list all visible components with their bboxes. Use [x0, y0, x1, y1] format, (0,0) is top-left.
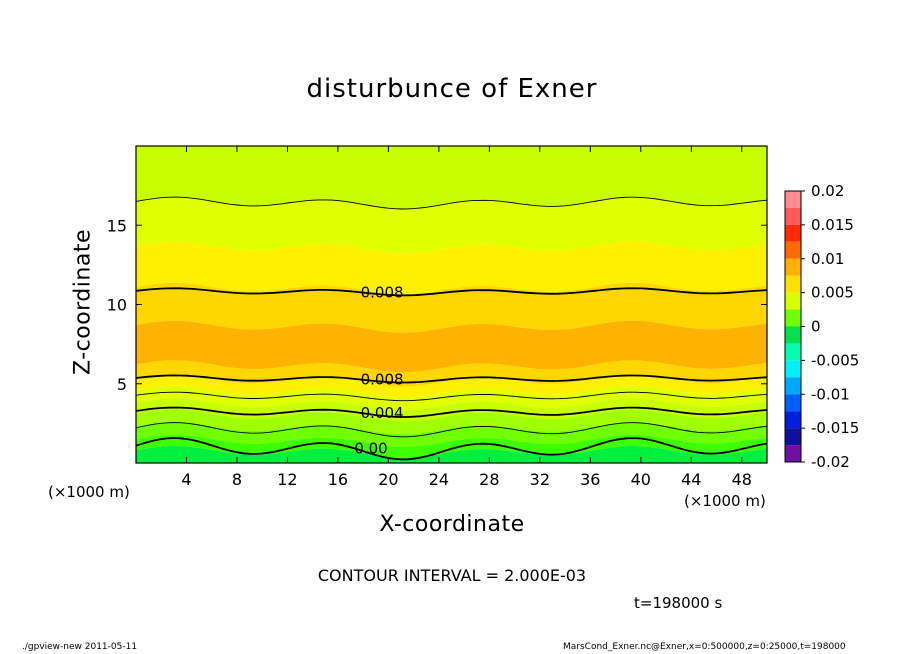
y-tick-label: 5: [117, 375, 127, 394]
colorbar-level-0: [785, 191, 801, 208]
colorbar-level-1: [785, 207, 801, 225]
contour-line-6: [136, 437, 767, 461]
x-tick-label: 12: [277, 470, 297, 489]
field-band-12: [136, 446, 767, 463]
x-axis-unit-left: (×1000 m): [48, 483, 130, 501]
colorbar-level-11: [785, 377, 801, 395]
x-tick-label: 8: [232, 470, 242, 489]
colorbar-level-9: [785, 343, 801, 361]
x-tick-label: 4: [181, 470, 191, 489]
x-tick-label: 36: [580, 470, 600, 489]
colorbar-level-5: [785, 275, 801, 293]
colorbar-level-14: [785, 428, 801, 446]
field-band-5: [136, 360, 767, 387]
contour-label-4: 0.004: [361, 404, 404, 422]
colorbar-level-2: [785, 224, 801, 242]
colorbar-tick-label: 0.015: [811, 216, 854, 234]
field-band-1: [136, 197, 767, 254]
colorbar-level-8: [785, 326, 801, 344]
time-label: t=198000 s: [634, 594, 723, 612]
contour-label-2: 0.008: [361, 371, 404, 389]
field-band-3: [136, 282, 767, 333]
chart-title: disturbunce of Exner: [306, 74, 598, 104]
contour-interval-label: CONTOUR INTERVAL = 2.000E-03: [317, 566, 587, 585]
x-tick-label: 16: [328, 470, 348, 489]
field-band-8: [136, 398, 767, 422]
contour-line-2: [136, 374, 767, 384]
contour-layer: 0.008 0.008 0.004 0.00: [136, 196, 767, 461]
footer-program-info: ./gpview-new 2011-05-11: [22, 642, 138, 652]
y-tick-label: 10: [107, 296, 127, 315]
field-band-7: [136, 385, 767, 411]
colorbar-level-12: [785, 394, 801, 412]
x-tick-label: 28: [479, 470, 499, 489]
colorbar-tick-label: 0.02: [811, 182, 844, 200]
x-tick-label: 44: [681, 470, 701, 489]
colorbar-tick-label: -0.005: [811, 351, 859, 369]
field-band-0: [136, 146, 767, 209]
colorbar-tick-label: 0.01: [811, 250, 844, 268]
x-tick-label: 24: [429, 470, 449, 489]
field-band-2: [136, 241, 767, 295]
field-band-9: [136, 409, 767, 434]
colorbar-tick-label: 0: [811, 318, 821, 336]
y-axis-label: Z-coordinate: [70, 229, 96, 375]
x-tick-label: 48: [732, 470, 752, 489]
field-band-4: [136, 320, 767, 373]
x-axis-label: X-coordinate: [379, 512, 525, 537]
contour-line-3: [136, 391, 767, 402]
field-band-6: [136, 374, 767, 398]
colorbar-tick-label: -0.02: [811, 453, 850, 471]
colorbar: 0.02 0.015 0.01 0.005 0 -0.005 -0.01 -0.015 -0.0…: [784, 182, 859, 471]
colorbar-level-3: [785, 241, 801, 259]
colorbar-tick-label: -0.015: [811, 419, 859, 437]
contour-line-4: [136, 406, 767, 418]
x-tick-label: 20: [378, 470, 398, 489]
x-tick-label: 32: [530, 470, 550, 489]
plot-area: [136, 146, 767, 463]
colorbar-level-15: [785, 445, 801, 462]
colorbar-level-10: [785, 360, 801, 378]
colorbar-tick-label: -0.01: [811, 385, 850, 403]
colorbar-level-6: [785, 292, 801, 310]
colorbar-level-7: [785, 309, 801, 327]
y-tick-label: 15: [107, 216, 127, 235]
colorbar-level-4: [785, 258, 801, 276]
contour-line-1: [136, 287, 767, 297]
colorbar-level-13: [785, 411, 801, 429]
contour-line-0: [136, 196, 767, 210]
colorbar-tick-label: 0.005: [811, 284, 854, 302]
contour-line-5: [136, 422, 767, 438]
contour-label-1: 0.008: [361, 283, 404, 301]
contour-label-6: 0.00: [354, 439, 387, 457]
x-tick-label: 40: [631, 470, 651, 489]
footer-file-info: MarsCond_Exner.nc@Exner,x=0:500000,z=0:2…: [563, 642, 846, 652]
x-axis-unit-right: (×1000 m): [684, 492, 766, 510]
